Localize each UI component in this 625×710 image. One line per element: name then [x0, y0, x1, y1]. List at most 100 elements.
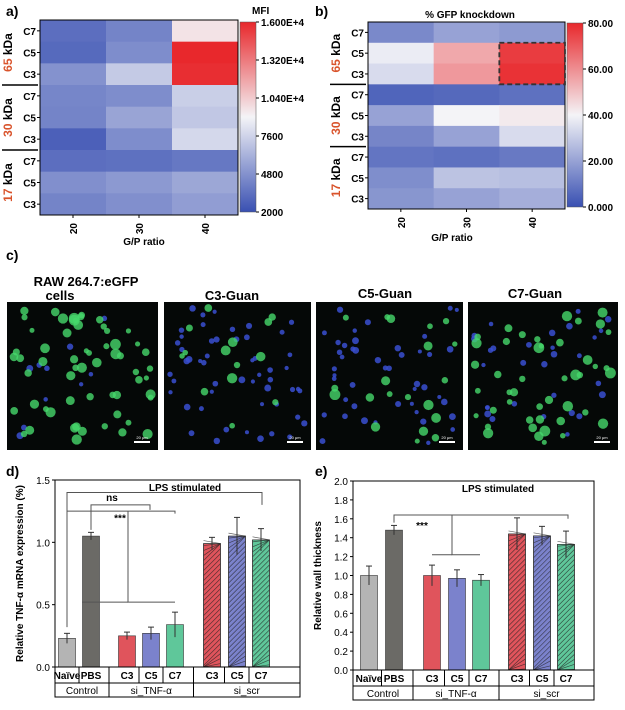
gfp-cell	[595, 319, 605, 329]
bar-hatch	[228, 560, 246, 579]
bar-hatch	[557, 663, 575, 671]
bar	[360, 575, 378, 671]
nucleus-dot	[541, 361, 548, 368]
bar-hatch	[508, 603, 526, 622]
heatmap-cell	[172, 63, 239, 86]
heatmap-cell	[499, 167, 566, 189]
heatmap-group-label: 65 kDa	[329, 33, 343, 72]
gfp-cell	[20, 306, 29, 315]
heatmap-cell	[499, 22, 566, 44]
nucleus-dot	[592, 335, 597, 340]
bar-hatch	[203, 548, 221, 566]
bar-hatch	[203, 658, 221, 668]
bar-hatch	[203, 638, 221, 656]
heatmap-group-label: 17 kDa	[329, 158, 343, 197]
gfp-cell	[272, 399, 279, 406]
gfp-cell	[494, 370, 502, 379]
heatmap-cell	[433, 146, 500, 168]
gfp-cell	[100, 323, 107, 330]
gfp-cell	[423, 399, 434, 411]
nucleus-dot	[331, 366, 337, 372]
heatmap-cell	[172, 85, 239, 108]
nucleus-dot	[351, 403, 358, 410]
category-label: C3	[206, 671, 219, 682]
nucleus-dot	[319, 438, 326, 445]
bar-hatch	[228, 625, 246, 644]
heatmap-b: % GFP knockdown G/P ratio C7 C5 C3 C7 C5 C3 C7…	[329, 10, 613, 244]
bar-hatch	[228, 580, 246, 599]
gfp-cell	[147, 394, 154, 401]
colorbar-tick-label: 1.320E+4	[261, 56, 305, 67]
gfp-cell	[71, 434, 82, 445]
nucleus-dot	[183, 403, 191, 411]
heatmap-cell	[499, 63, 566, 85]
heatmap-row-label: C5	[351, 112, 364, 123]
nucleus-dot	[331, 376, 337, 382]
panel-label-b: b)	[315, 3, 328, 19]
bar-hatch	[508, 638, 526, 657]
nucleus-dot	[238, 376, 246, 384]
nucleus-dot	[178, 327, 185, 333]
nucleus-dot	[200, 322, 206, 328]
y-tick-label: 2.0	[334, 477, 348, 488]
heatmap-group-number: 30	[1, 123, 15, 137]
bar-hatch	[252, 629, 270, 648]
heatmap-cell	[172, 171, 239, 194]
bar-hatch	[252, 544, 270, 563]
bracket-line	[67, 510, 176, 514]
nucleus-dot	[279, 329, 285, 335]
bracket-ns	[66, 491, 263, 628]
nucleus-dot	[284, 365, 289, 371]
annotation-stars: ***	[416, 521, 428, 532]
micrograph-panel	[316, 302, 463, 450]
nucleus-dot	[447, 305, 453, 311]
micrograph-title-raw-line2: cells	[46, 288, 75, 303]
bar-hatch	[252, 574, 270, 593]
bar-hatch	[533, 540, 551, 559]
bar-hatch	[252, 634, 270, 653]
gfp-cell	[541, 439, 547, 445]
heatmap-colorbar	[239, 21, 257, 213]
bar-hatch	[508, 613, 526, 632]
micrograph-title-c5: C5-Guan	[358, 286, 412, 301]
heatmap-row-label: C7	[23, 92, 36, 103]
nucleus-dot	[267, 376, 274, 383]
heatmap-cell	[499, 105, 566, 127]
bar-hatch	[228, 610, 246, 629]
colorbar-tick-label: 7600	[261, 132, 284, 143]
bar-hatch	[508, 558, 526, 577]
nucleus-dot	[171, 378, 177, 384]
nucleus-dot	[576, 413, 583, 420]
bar-hatch	[557, 559, 575, 577]
gfp-cell	[604, 367, 616, 379]
bar-hatch	[557, 649, 575, 667]
bar-hatch	[557, 589, 575, 607]
bar-hatch	[228, 605, 246, 624]
bar-hatch	[203, 588, 221, 606]
bar-hatch	[508, 608, 526, 627]
category-label: Naïve	[356, 674, 383, 685]
bar-hatch	[252, 579, 270, 598]
gfp-cell	[418, 426, 429, 436]
nucleus-dot	[204, 353, 210, 359]
bar-hatch	[252, 639, 270, 658]
nucleus-dot	[481, 362, 486, 368]
heatmap-cell	[172, 41, 239, 64]
heatmap-cell	[433, 42, 500, 65]
gfp-cell	[204, 304, 213, 312]
heatmap-row-label: C5	[351, 49, 364, 60]
nucleus-dot	[257, 435, 264, 442]
nucleus-dot	[568, 409, 575, 417]
nucleus-dot	[364, 319, 371, 326]
gfp-cell	[29, 327, 35, 333]
bar-hatch	[508, 648, 526, 667]
nucleus-dot	[598, 391, 606, 399]
gfp-cell	[233, 361, 241, 369]
micrograph-title-c3: C3-Guan	[205, 288, 259, 303]
gfp-cell	[423, 341, 433, 351]
gfp-cell	[544, 395, 554, 405]
bar-hatch	[533, 655, 551, 671]
heatmap-row-label: C7	[23, 27, 36, 38]
bar-hatch	[533, 665, 551, 671]
